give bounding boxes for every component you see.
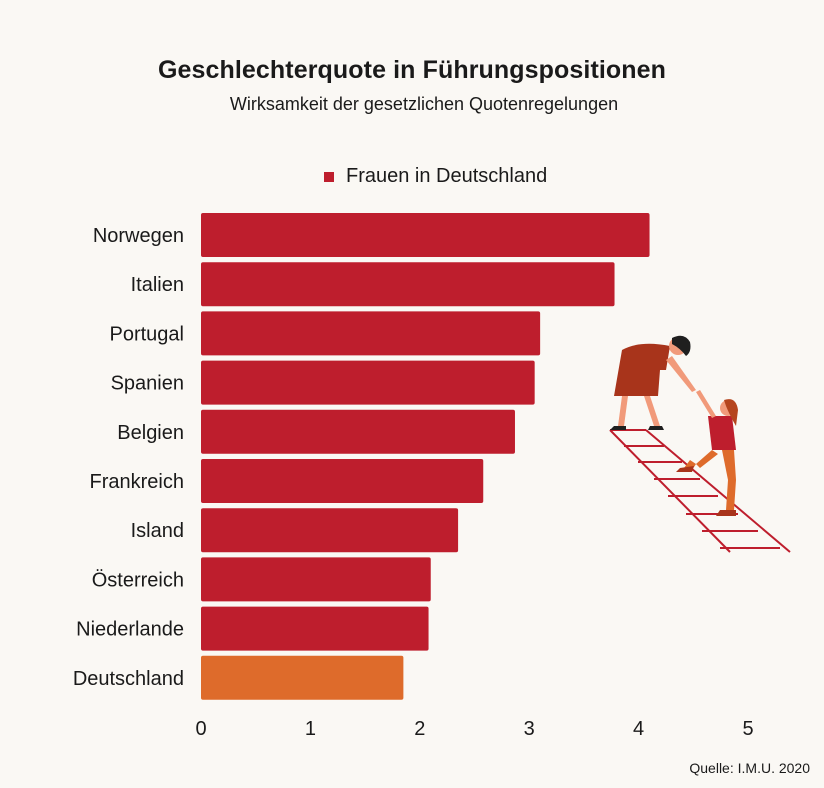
source-note: Quelle: I.M.U. 2020	[689, 760, 810, 776]
helping-woman-icon	[610, 335, 696, 430]
legend: Frauen in Deutschland	[324, 165, 547, 188]
bar-spanien	[201, 360, 535, 405]
category-label: Portugal	[110, 323, 185, 345]
bar-italien	[201, 262, 615, 307]
category-label: Niederlande	[76, 619, 184, 641]
x-tick-label: 3	[524, 718, 535, 740]
bar-österreich	[201, 557, 431, 602]
x-tick-label: 5	[742, 718, 753, 740]
ladder-icon	[609, 429, 791, 553]
women-helping-climb-ladder-icon	[609, 335, 791, 553]
bar-belgien	[201, 409, 515, 454]
legend-label: Frauen in Deutschland	[346, 165, 548, 187]
category-label: Deutschland	[73, 668, 184, 690]
legend-swatch	[324, 171, 334, 182]
category-label: Spanien	[111, 373, 184, 395]
climbing-girl-icon	[676, 390, 738, 516]
x-tick-label: 0	[195, 718, 206, 740]
category-label: Österreich	[92, 569, 184, 591]
category-label: Italien	[131, 274, 184, 296]
category-label: Frankreich	[90, 471, 184, 493]
x-tick-label: 4	[633, 718, 644, 740]
category-label: Island	[131, 520, 184, 542]
bar-frankreich	[201, 459, 484, 503]
chart-title: Geschlechterquote in Führungspositionen	[157, 56, 667, 84]
bar-portugal	[201, 311, 541, 356]
bar-niederlande	[201, 606, 429, 651]
category-label: Belgien	[117, 422, 184, 444]
category-label: Norwegen	[93, 225, 184, 247]
x-tick-label: 2	[414, 718, 425, 740]
bar-norwegen	[201, 213, 650, 257]
x-tick-label: 1	[305, 718, 316, 740]
bar-deutschland	[201, 655, 404, 700]
chart-subtitle: Wirksamkeit der gesetzlichen Quotenregel…	[229, 94, 619, 114]
bar-island	[201, 508, 459, 553]
